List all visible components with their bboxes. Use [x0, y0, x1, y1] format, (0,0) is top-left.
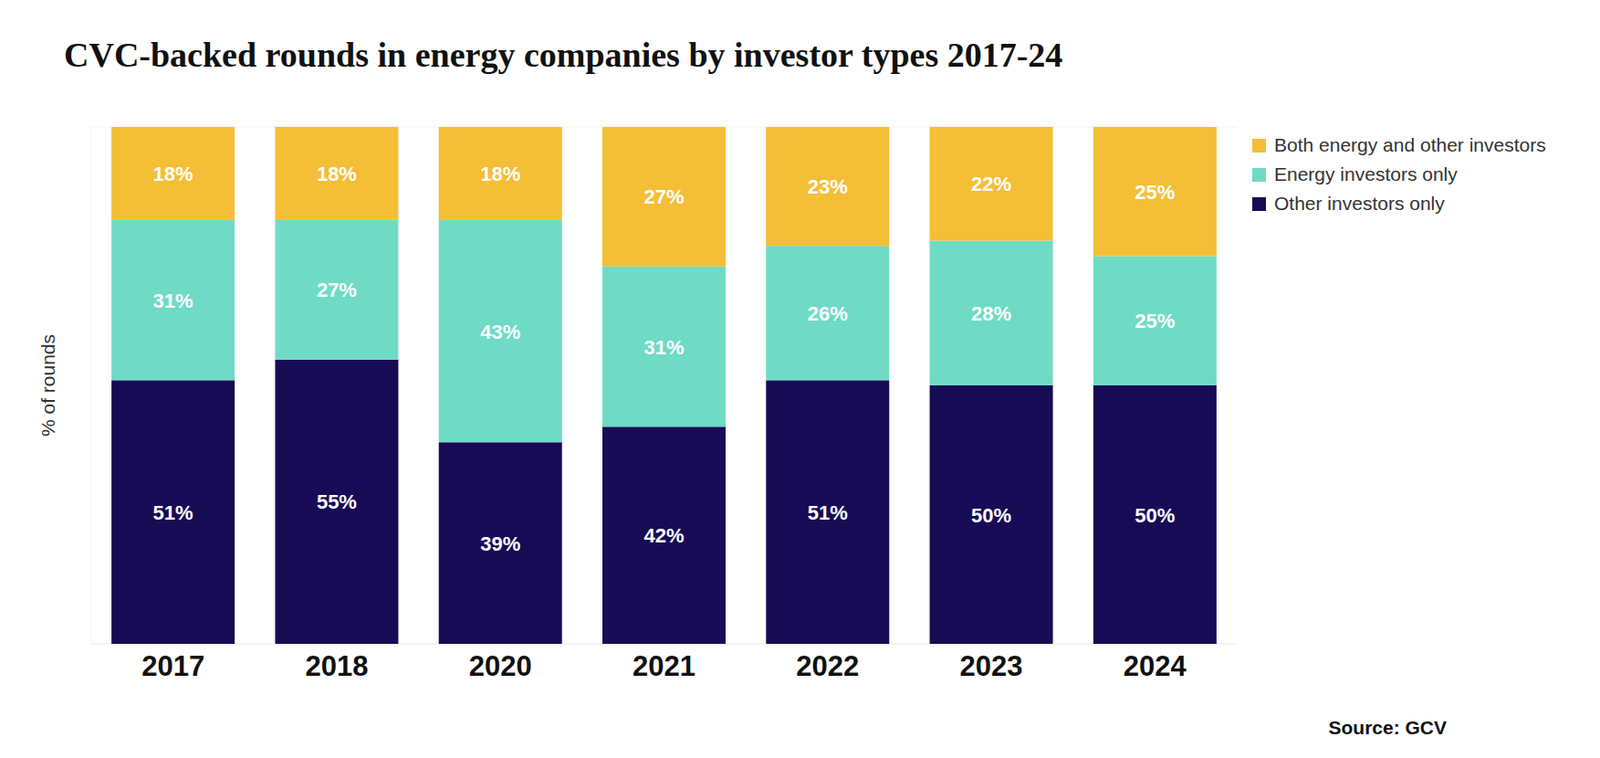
bar-segment — [274, 126, 398, 220]
data-label: 28% — [971, 302, 1012, 325]
legend-label: Energy investors only — [1274, 163, 1458, 185]
bar-segment — [111, 126, 235, 220]
bar-segment — [602, 426, 726, 644]
data-label: 22% — [971, 172, 1012, 196]
bar-segment — [765, 379, 889, 644]
source: Source: GCV — [1328, 716, 1447, 738]
legend-swatch — [1252, 167, 1266, 182]
data-label: 51% — [153, 501, 194, 524]
data-label: 26% — [807, 302, 848, 325]
data-label: 31% — [153, 289, 194, 313]
bar-segment — [930, 385, 1054, 644]
legend-swatch — [1252, 197, 1266, 211]
x-tick-label: 2017 — [141, 649, 205, 682]
bar-segment — [765, 245, 889, 380]
legend-swatch — [1252, 138, 1266, 153]
legend-label: Both energy and other investors — [1274, 134, 1547, 156]
y-axis-line — [91, 126, 93, 644]
data-labels: 51% 31% 18% 55% 27% 18% 39% 43% 18% 42% 31% 27% 51% 2… — [153, 162, 1176, 555]
bar-segment — [111, 379, 235, 644]
legend: Both energy and other investors Energy in… — [1252, 134, 1547, 214]
bar-segment — [602, 126, 726, 267]
bar-segment — [765, 126, 889, 246]
bar-segment — [439, 441, 563, 644]
chart-container: CVC-backed rounds in energy companies by… — [0, 0, 1600, 758]
bar-segment — [930, 126, 1054, 241]
data-label: 25% — [1134, 309, 1175, 333]
data-label: 31% — [643, 335, 684, 359]
bar-segment — [439, 219, 563, 442]
x-tick-label: 2023 — [960, 649, 1024, 682]
bar-segment — [930, 240, 1054, 386]
x-tick-label: 2018 — [304, 649, 368, 682]
x-tick-label: 2020 — [469, 649, 533, 682]
legend-label: Other investors only — [1274, 192, 1445, 214]
x-tick-label: 2022 — [795, 649, 859, 682]
chart-svg: CVC-backed rounds in energy companies by… — [0, 0, 1600, 758]
bar-segment — [602, 266, 726, 427]
title: CVC-backed rounds in energy companies by… — [63, 35, 1063, 74]
data-label: 42% — [643, 523, 684, 547]
data-label: 18% — [316, 162, 357, 186]
bars — [111, 126, 1217, 644]
x-tick-label: 2021 — [632, 649, 696, 682]
bar-segment — [439, 126, 563, 220]
data-label: 27% — [643, 185, 684, 209]
data-label: 55% — [316, 490, 357, 513]
bar-segment — [274, 359, 398, 644]
bar-segment — [111, 219, 235, 380]
data-label: 23% — [807, 175, 848, 199]
x-tick-label: 2024 — [1123, 649, 1188, 682]
data-label: 39% — [480, 532, 521, 555]
bar-segment — [274, 219, 398, 360]
data-label: 43% — [480, 320, 521, 344]
data-label: 50% — [1134, 503, 1175, 527]
data-label: 27% — [316, 278, 357, 302]
data-label: 18% — [153, 162, 194, 186]
data-label: 18% — [480, 162, 521, 186]
data-label: 25% — [1134, 180, 1175, 204]
bar-segment — [1093, 126, 1217, 257]
bar-segment — [1093, 256, 1217, 387]
y-axis-label: % of rounds — [37, 334, 59, 437]
data-label: 51% — [807, 501, 848, 524]
bar-segment — [1093, 385, 1217, 644]
data-label: 50% — [971, 503, 1012, 527]
